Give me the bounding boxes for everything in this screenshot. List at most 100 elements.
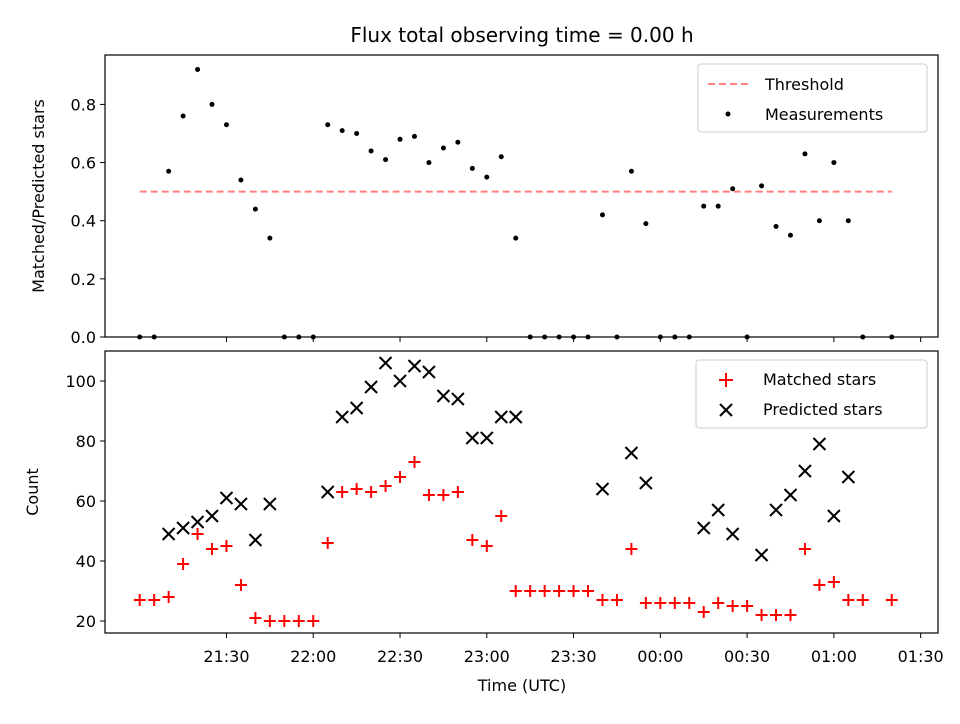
measurement-point <box>802 151 808 157</box>
matched-point <box>307 615 320 627</box>
predicted-point <box>595 482 610 496</box>
bottom-y-tick-label: 80 <box>76 432 96 451</box>
matched-point <box>770 609 783 621</box>
measurement-point <box>209 101 215 107</box>
x-tick-label: 01:00 <box>811 647 857 666</box>
bottom-plot-marks <box>133 356 898 627</box>
x-tick-label: 23:30 <box>551 647 597 666</box>
bottom-axes-frame <box>104 350 939 634</box>
matched-point <box>177 558 190 570</box>
matched-point <box>249 612 262 624</box>
predicted-point <box>393 374 407 388</box>
matched-point <box>567 585 580 597</box>
top-y-axis: 0.0 0.2 0.4 0.6 0.8 <box>71 95 922 347</box>
matched-point <box>350 483 363 495</box>
matched-point <box>885 594 898 606</box>
matched-point <box>697 606 710 618</box>
predicted-point <box>422 365 436 379</box>
predicted-point <box>480 431 494 445</box>
bottom-panel: 20 40 60 80 100 21:30 22:00 22:30 23:00 23:30 00:0… <box>23 350 944 695</box>
predicted-point <box>378 356 393 370</box>
top-y-axis-label: Matched/Predicted stars <box>29 99 48 293</box>
measurement-point <box>180 113 186 119</box>
measurement-point <box>325 122 331 128</box>
top-panel: 0.00.20.40.60.8 Matched/Predicted stars … <box>29 54 939 347</box>
measurement-point <box>354 130 360 136</box>
predicted-point <box>798 464 812 478</box>
predicted-point <box>248 533 263 547</box>
bottom-y-tick-label: 100 <box>65 372 96 391</box>
measurement-point <box>469 165 475 171</box>
predicted-point <box>509 410 523 424</box>
chart-title: Flux total observing time = 0.00 h <box>350 23 693 47</box>
predicted-point <box>769 503 783 517</box>
matched-point <box>220 540 233 552</box>
predicted-point <box>263 497 277 511</box>
legend-measurement-label: Measurements <box>765 105 883 124</box>
measurement-point <box>701 203 707 209</box>
matched-point <box>582 585 595 597</box>
top-y-tick-label: 0.2 <box>71 270 96 289</box>
matched-point <box>755 609 768 621</box>
measurement-point <box>267 235 273 241</box>
matched-point <box>813 579 826 591</box>
matched-point <box>524 585 537 597</box>
measurement-point <box>339 128 345 134</box>
legend-measurement-marker <box>725 111 731 117</box>
top-y-tick-label: 0.8 <box>71 95 96 114</box>
predicted-point <box>451 392 465 406</box>
measurement-point <box>484 174 490 180</box>
matched-point <box>683 597 696 609</box>
x-tick-label: 22:30 <box>377 647 423 666</box>
bottom-y-tick-label: 20 <box>76 612 96 631</box>
measurement-point <box>730 186 736 192</box>
top-legend: Threshold Measurements <box>697 63 928 133</box>
predicted-point <box>711 503 725 517</box>
measurement-point <box>238 177 244 183</box>
matched-point <box>148 594 161 606</box>
top-legend-box <box>697 63 928 133</box>
predicted-point <box>190 515 205 529</box>
legend-predicted-marker <box>719 403 733 417</box>
measurement-point <box>599 212 605 218</box>
x-tick-label: 21:30 <box>203 647 249 666</box>
predicted-point <box>754 548 769 562</box>
matched-point <box>726 600 739 612</box>
matched-point <box>495 510 508 522</box>
x-axis-label: Time (UTC) <box>477 676 566 695</box>
measurement-point <box>845 218 851 224</box>
measurement-point <box>759 183 765 189</box>
matched-point <box>509 585 522 597</box>
matched-point <box>263 615 276 627</box>
predicted-point <box>407 359 422 373</box>
bottom-legend: Matched stars Predicted stars <box>695 359 928 429</box>
matched-point <box>798 543 811 555</box>
bottom-axes: 20 40 60 80 100 21:30 22:00 22:30 23:00 23:30 00:0… <box>65 372 943 666</box>
matched-point <box>538 585 551 597</box>
predicted-point <box>783 488 798 502</box>
matched-point <box>133 594 146 606</box>
matched-point <box>206 543 219 555</box>
bottom-y-tick-label: 60 <box>76 492 96 511</box>
predicted-point <box>827 509 841 523</box>
matched-point <box>553 585 566 597</box>
matched-point <box>856 594 869 606</box>
bottom-y-tick-label: 40 <box>76 552 96 571</box>
top-plot-marks <box>137 67 895 340</box>
matched-point <box>610 594 623 606</box>
predicted-point <box>624 446 639 460</box>
top-y-tick-label: 0.6 <box>71 154 96 173</box>
predicted-point <box>205 509 219 523</box>
matched-point <box>654 597 667 609</box>
matched-point <box>191 528 204 540</box>
matched-point <box>336 486 349 498</box>
top-axes-frame <box>104 54 939 338</box>
matched-point <box>712 597 725 609</box>
matched-point <box>422 489 435 501</box>
predicted-point <box>841 470 856 484</box>
measurement-point <box>816 218 822 224</box>
matched-point <box>639 597 652 609</box>
measurement-point <box>397 136 403 142</box>
bottom-legend-box <box>695 359 928 429</box>
measurement-point <box>383 157 389 163</box>
